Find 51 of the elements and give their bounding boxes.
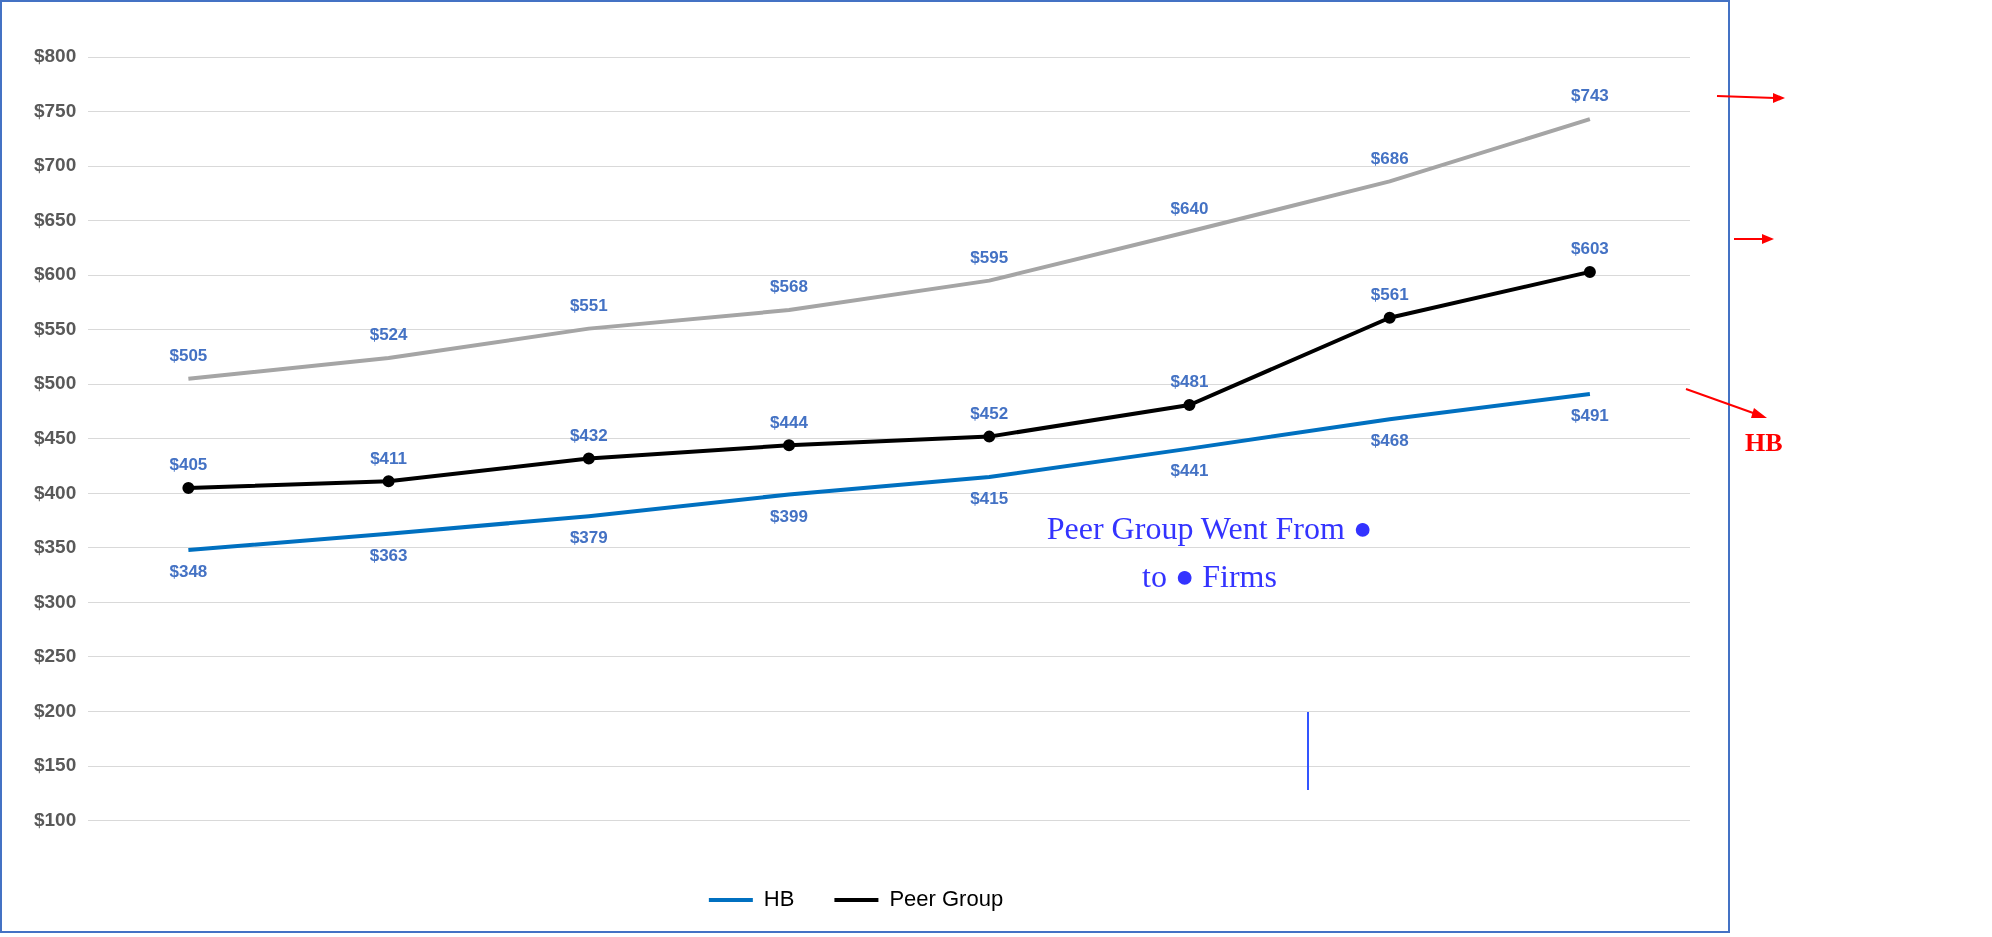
point <box>1183 398 1196 411</box>
data-label: $686 <box>1370 148 1409 168</box>
y-tick-label: $700 <box>33 154 77 176</box>
y-tick-label: $800 <box>33 45 77 67</box>
data-label: $379 <box>569 528 608 548</box>
point <box>182 481 195 494</box>
data-label: $444 <box>770 412 809 432</box>
data-label: $743 <box>1570 86 1609 106</box>
data-label: $411 <box>370 448 408 468</box>
y-tick-label: $100 <box>33 808 77 830</box>
point <box>1383 311 1396 324</box>
data-label: $640 <box>1170 198 1209 218</box>
data-label: $595 <box>970 247 1009 267</box>
y-tick-label: $500 <box>33 372 77 394</box>
y-tick-label: $350 <box>33 536 77 558</box>
data-label: $415 <box>970 489 1009 509</box>
data-label: $561 <box>1370 284 1409 304</box>
point <box>783 439 796 452</box>
data-label: $505 <box>169 345 208 365</box>
point <box>382 475 395 488</box>
data-label: $603 <box>1570 239 1609 259</box>
y-tick-label: $150 <box>33 754 77 776</box>
data-label: $348 <box>169 562 208 582</box>
data-label: $452 <box>970 403 1009 423</box>
point <box>983 430 996 443</box>
legend-label: HB <box>763 886 795 912</box>
y-tick-label: $750 <box>33 99 77 121</box>
y-tick-label: $600 <box>33 263 77 285</box>
y-tick-label: $250 <box>33 645 77 667</box>
y-tick-label: $550 <box>33 317 77 339</box>
y-tick-label: $300 <box>33 590 77 612</box>
data-label: $551 <box>569 295 608 315</box>
data-label: $441 <box>1170 460 1209 480</box>
y-tick-label: $450 <box>33 427 77 449</box>
point <box>1583 265 1596 278</box>
data-label: $468 <box>1370 431 1409 451</box>
data-label: $399 <box>770 506 808 526</box>
legend-label: Peer Group <box>889 886 1004 912</box>
data-label: $363 <box>369 545 408 565</box>
data-label: $481 <box>1170 372 1209 392</box>
data-label: $491 <box>1570 406 1609 426</box>
point <box>582 452 595 465</box>
y-tick-label: $650 <box>33 208 77 230</box>
y-tick-label: $200 <box>33 699 77 721</box>
data-label: $405 <box>169 455 208 475</box>
data-label: $524 <box>369 325 409 345</box>
text: HB <box>1745 428 1783 458</box>
data-label: $568 <box>770 277 808 297</box>
y-tick-label: $400 <box>33 481 77 503</box>
annotation: Peer Group Went From ● to ● Firms <box>1046 509 1373 594</box>
data-label: $432 <box>569 425 608 445</box>
